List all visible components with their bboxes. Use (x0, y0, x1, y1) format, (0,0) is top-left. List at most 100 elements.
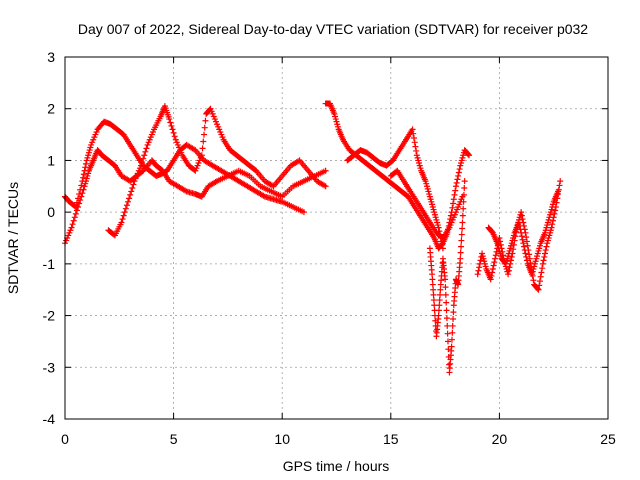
data-point (523, 238, 530, 245)
data-point (452, 183, 459, 190)
data-point (122, 205, 129, 212)
data-point (539, 260, 546, 267)
data-point (448, 336, 455, 343)
data-point (76, 191, 83, 198)
grid-lines (65, 57, 608, 419)
y-tick-label: -2 (43, 308, 56, 324)
x-axis-label: GPS time / hours (283, 458, 390, 474)
data-point (71, 203, 78, 210)
data-point (430, 297, 437, 304)
plot-frame (64, 56, 609, 420)
data-point (123, 202, 130, 209)
data-point (443, 315, 450, 322)
data-point (549, 217, 556, 224)
data-point (141, 152, 148, 159)
data-point (446, 361, 453, 368)
x-tick-label: 0 (61, 431, 69, 447)
data-point (461, 185, 468, 192)
data-point (505, 267, 512, 274)
data-point (126, 195, 133, 202)
data-point (451, 191, 458, 198)
y-tick-label: 1 (47, 152, 55, 168)
data-point (455, 169, 462, 176)
data-point (409, 126, 416, 133)
data-point (556, 182, 563, 189)
data-point (429, 271, 436, 278)
data-point (443, 299, 450, 306)
data-point (508, 253, 515, 260)
data-point (300, 209, 307, 216)
data-point (515, 219, 522, 226)
data-point (521, 247, 528, 254)
data-point (489, 266, 496, 273)
data-point (460, 205, 467, 212)
series-track-5 (344, 126, 446, 252)
data-point (524, 242, 531, 249)
data-point (510, 246, 517, 253)
x-tick-labels: 0 5 10 15 20 25 (61, 431, 616, 447)
data-point (452, 187, 459, 194)
series-track-8 (485, 188, 562, 278)
data-point (522, 250, 529, 257)
data-point (69, 221, 76, 228)
y-tick-labels: -4 -3 -2 -1 0 1 2 3 (43, 49, 56, 427)
data-point (519, 236, 526, 243)
data-point (457, 249, 464, 256)
data-point (548, 224, 555, 231)
data-point (138, 162, 145, 169)
data-point (167, 119, 174, 126)
x-tick-label: 15 (383, 431, 399, 447)
data-point (198, 152, 205, 159)
data-point (71, 214, 78, 221)
y-tick-label: -1 (43, 256, 56, 272)
y-axis-label: SDTVAR / TECUs (5, 182, 21, 294)
data-point (457, 255, 464, 262)
y-tick-label: -4 (43, 411, 56, 427)
data-point (322, 167, 329, 174)
data-point (436, 297, 443, 304)
data-point (465, 152, 472, 159)
data-point (436, 302, 443, 309)
data-point (454, 176, 461, 183)
data-point (77, 186, 84, 193)
data-point (449, 322, 456, 329)
data-point (70, 217, 77, 224)
data-point (450, 316, 457, 323)
data-point (73, 199, 80, 206)
data-point (551, 210, 558, 217)
data-point (536, 282, 543, 289)
data-point (121, 209, 128, 216)
data-point (129, 185, 136, 192)
data-point (456, 166, 463, 173)
data-point (128, 188, 135, 195)
data-point (450, 200, 457, 207)
data-point (552, 207, 559, 214)
data-point (201, 124, 208, 131)
data-point (139, 159, 146, 166)
data-point (518, 233, 525, 240)
data-points (62, 100, 564, 376)
data-point (142, 148, 149, 155)
data-point (491, 259, 498, 266)
data-point (459, 219, 466, 226)
data-point (444, 338, 451, 345)
data-point (410, 130, 417, 137)
data-point (435, 312, 442, 319)
data-point (202, 117, 209, 124)
data-point (143, 145, 150, 152)
data-point (169, 126, 176, 133)
data-point (412, 143, 419, 150)
chart-title: Day 007 of 2022, Sidereal Day-to-day VTE… (78, 21, 588, 37)
data-point (80, 174, 87, 181)
data-point (82, 164, 89, 171)
data-point (459, 193, 466, 200)
data-point (453, 179, 460, 186)
data-point (487, 276, 494, 283)
data-point (442, 276, 449, 283)
data-point (523, 253, 530, 260)
series-track-2 (62, 118, 307, 216)
data-point (541, 253, 548, 260)
data-point (411, 139, 418, 146)
data-point (75, 195, 82, 202)
data-point (537, 273, 544, 280)
